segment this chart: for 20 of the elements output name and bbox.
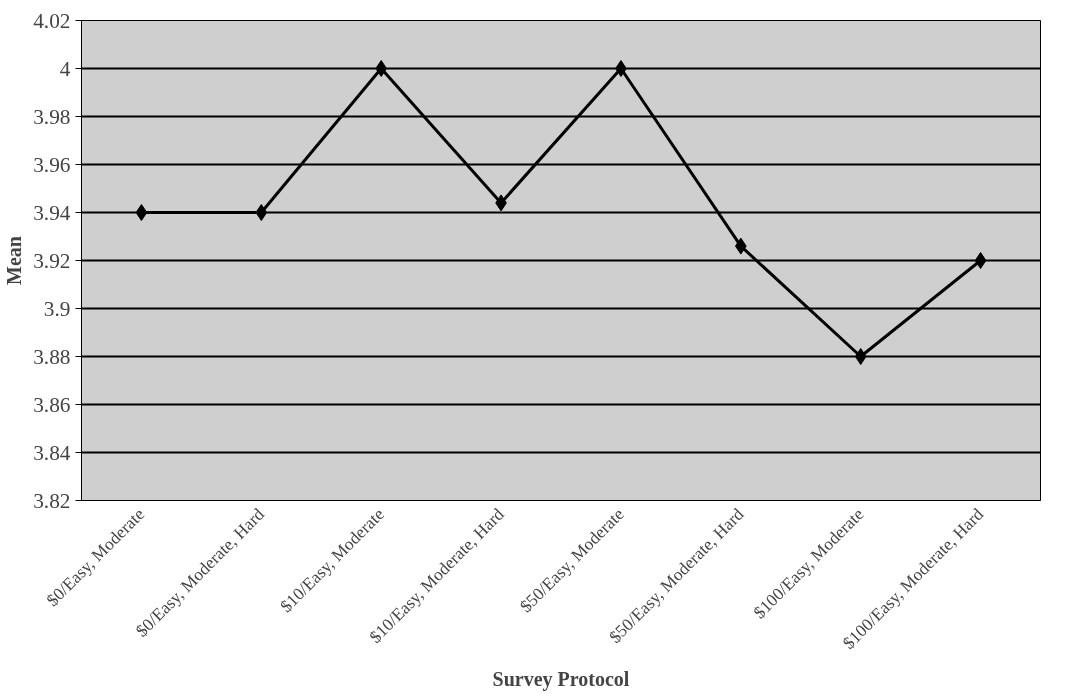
- y-tick-label: 4: [59, 56, 71, 81]
- y-tick-label: 3.92: [33, 248, 71, 273]
- y-tick-label: 3.84: [33, 440, 71, 465]
- y-tick-label: 3.88: [33, 344, 71, 369]
- point: [974, 252, 987, 269]
- point: [375, 60, 388, 77]
- point: [135, 204, 148, 221]
- x-axis-title: Survey Protocol: [492, 667, 630, 691]
- y-tick-label: 3.82: [33, 488, 71, 513]
- y-tick-label: 3.9: [43, 296, 71, 321]
- point: [854, 348, 867, 365]
- point: [255, 204, 268, 221]
- point: [615, 60, 627, 77]
- y-tick-label: 3.96: [33, 152, 71, 177]
- y-tick-label: 4.02: [33, 8, 71, 33]
- y-tick-label: 3.98: [33, 104, 71, 129]
- y-tick-label: 3.86: [33, 392, 71, 417]
- y-tick-label: 3.94: [33, 200, 71, 225]
- y-axis-title: Mean: [3, 236, 26, 285]
- point: [734, 237, 747, 255]
